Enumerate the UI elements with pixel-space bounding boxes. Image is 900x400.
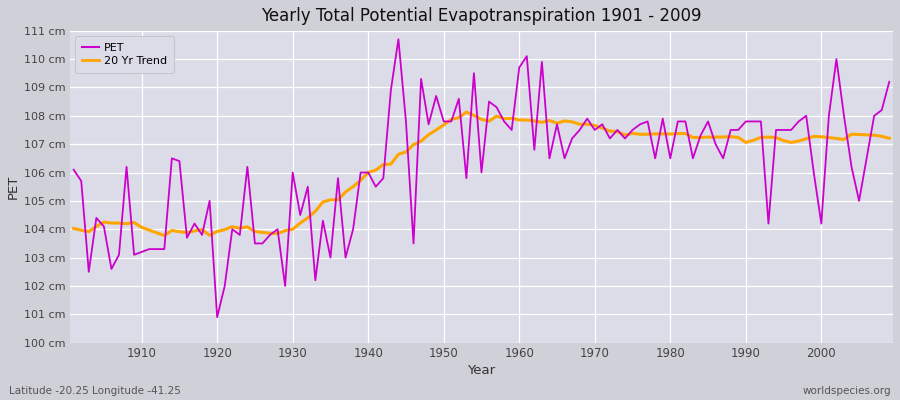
Title: Yearly Total Potential Evapotranspiration 1901 - 2009: Yearly Total Potential Evapotranspiratio… xyxy=(261,7,702,25)
Text: worldspecies.org: worldspecies.org xyxy=(803,386,891,396)
Y-axis label: PET: PET xyxy=(7,174,20,199)
Text: Latitude -20.25 Longitude -41.25: Latitude -20.25 Longitude -41.25 xyxy=(9,386,181,396)
X-axis label: Year: Year xyxy=(467,364,496,377)
Legend: PET, 20 Yr Trend: PET, 20 Yr Trend xyxy=(76,36,174,73)
